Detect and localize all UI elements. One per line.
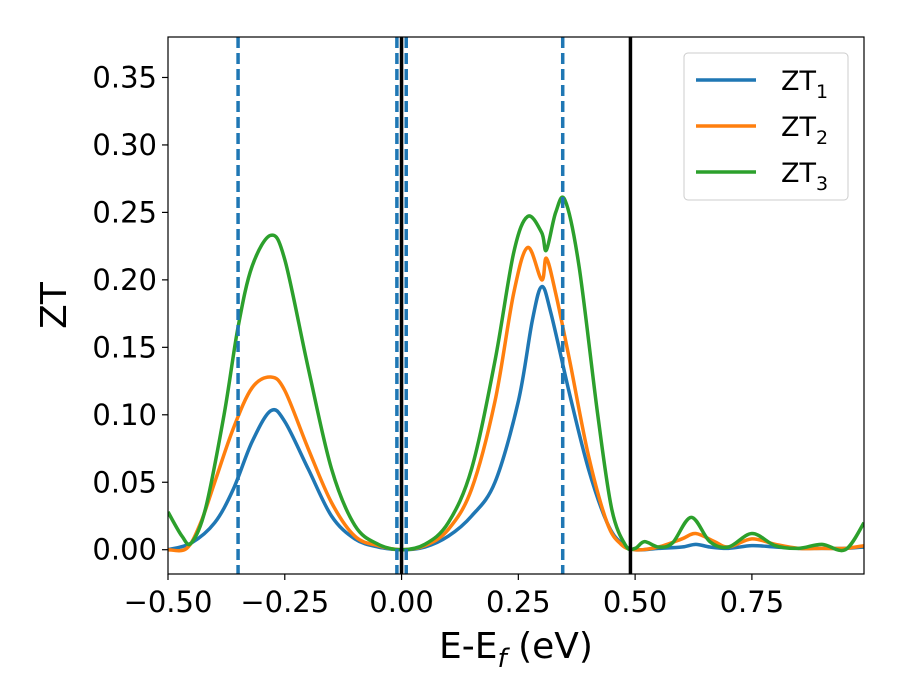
y-tick-label: 0.15 <box>92 330 157 364</box>
plot-frame <box>167 36 865 575</box>
y-tick-label: 0.35 <box>92 60 157 94</box>
x-tick-label: −0.25 <box>240 585 329 619</box>
legend-label-zt1: ZT1 <box>781 66 828 103</box>
y-tick-label: 0.10 <box>92 398 157 432</box>
x-axis-label: E-Ef (eV) <box>439 626 593 674</box>
legend: ZT1 ZT2 ZT3 <box>683 52 849 201</box>
y-axis-ticks: 0.00 0.05 0.10 0.15 0.20 0.25 0.30 0.35 <box>92 60 168 567</box>
x-tick-label: −0.50 <box>124 585 213 619</box>
series-line-zt3 <box>168 195 864 553</box>
legend-box <box>683 52 849 201</box>
plot-marks <box>168 37 864 574</box>
x-axis-ticks: −0.50 −0.25 0.00 0.25 0.50 0.75 <box>124 574 785 619</box>
x-tick-label: 0.00 <box>369 585 434 619</box>
x-tick-label: 0.50 <box>603 585 668 619</box>
x-tick-label: 0.75 <box>720 585 785 619</box>
y-tick-label: 0.20 <box>92 263 157 297</box>
y-tick-label: 0.00 <box>92 533 157 567</box>
series-line-zt2 <box>168 245 864 553</box>
legend-label-zt3: ZT3 <box>781 158 828 195</box>
y-tick-label: 0.30 <box>92 128 157 162</box>
x-tick-label: 0.25 <box>486 585 551 619</box>
y-axis-label: ZT <box>34 281 75 329</box>
series-line-zt1 <box>168 284 864 552</box>
y-tick-label: 0.25 <box>92 195 157 229</box>
y-tick-label: 0.05 <box>92 465 157 499</box>
legend-label-zt2: ZT2 <box>781 112 828 149</box>
